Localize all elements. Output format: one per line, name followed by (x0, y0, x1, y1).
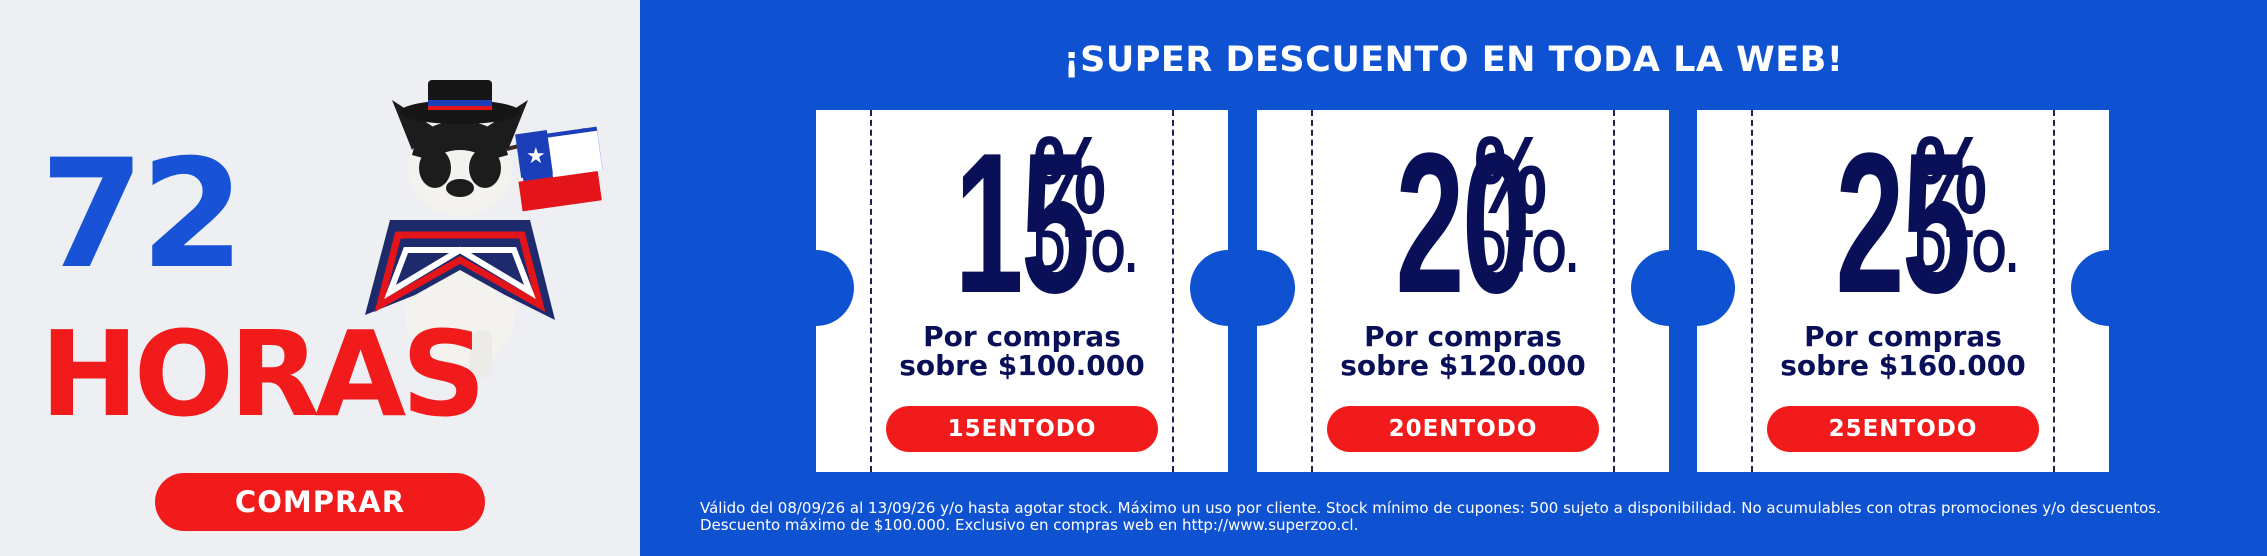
coupon-code-button[interactable]: 25ENTODO (1767, 406, 2039, 452)
headline: ¡SUPER DESCUENTO EN TODA LA WEB! (1063, 40, 1844, 80)
coupon-condition-line2: sobre $120.000 (1340, 349, 1586, 383)
percent-symbol: % (1032, 114, 1106, 237)
coupon-perforation-left (1311, 110, 1313, 472)
coupon-condition-line1: Por compras (1364, 320, 1562, 353)
promo-word: HORAS (40, 305, 486, 443)
coupon-perforation-right (1613, 110, 1615, 472)
discount-panel: ¡SUPER DESCUENTO EN TODA LA WEB! 15 % DT… (640, 0, 2267, 556)
coupon-condition-line2: sobre $160.000 (1780, 349, 2026, 383)
coupon-discount: 20 % DTO. (1257, 112, 1669, 335)
coupon-unit: DTO. (1913, 217, 2018, 285)
coupon-condition: Por compras sobre $100.000 (816, 322, 1228, 381)
coupon-code-button[interactable]: 20ENTODO (1327, 406, 1599, 452)
legal-text: Válido del 08/09/26 al 13/09/26 y/o hast… (700, 499, 2220, 535)
coupon-25[interactable]: 25 % DTO. Por compras sobre $160.000 25E… (1697, 110, 2109, 472)
promo-number: 72 (40, 128, 245, 302)
coupon-condition-line1: Por compras (923, 320, 1121, 353)
coupon-discount: 15 % DTO. (816, 112, 1228, 335)
svg-text:★: ★ (526, 144, 546, 169)
promo-panel: 72 ★ HORAS COMPRAR (0, 0, 640, 556)
coupon-percent-value: 25 (1835, 112, 1971, 335)
legal-line-2: Descuento máximo de $100.000. Exclusivo … (700, 516, 1359, 535)
coupon-perforation-right (2053, 110, 2055, 472)
coupon-condition: Por compras sobre $120.000 (1257, 322, 1669, 381)
legal-line-1: Válido del 08/09/26 al 13/09/26 y/o hast… (700, 499, 2161, 517)
coupon-unit: DTO. (1032, 217, 1137, 285)
percent-symbol: % (1473, 114, 1547, 237)
coupon-percent-value: 20 (1395, 112, 1531, 335)
coupon-condition-line1: Por compras (1804, 320, 2002, 353)
coupon-percent-value: 15 (954, 112, 1090, 335)
percent-symbol: % (1913, 114, 1987, 237)
coupon-condition: Por compras sobre $160.000 (1697, 322, 2109, 381)
coupon-perforation-right (1172, 110, 1174, 472)
coupon-unit: DTO. (1473, 217, 1578, 285)
comprar-button[interactable]: COMPRAR (155, 473, 485, 531)
coupon-discount: 25 % DTO. (1697, 112, 2109, 335)
coupon-code-button[interactable]: 15ENTODO (886, 406, 1158, 452)
dog-with-flag-image: ★ (365, 80, 603, 378)
coupon-perforation-left (870, 110, 872, 472)
coupon-20[interactable]: 20 % DTO. Por compras sobre $120.000 20E… (1257, 110, 1669, 472)
coupon-condition-line2: sobre $100.000 (899, 349, 1145, 383)
coupon-perforation-left (1751, 110, 1753, 472)
coupon-15[interactable]: 15 % DTO. Por compras sobre $100.000 15E… (816, 110, 1228, 472)
